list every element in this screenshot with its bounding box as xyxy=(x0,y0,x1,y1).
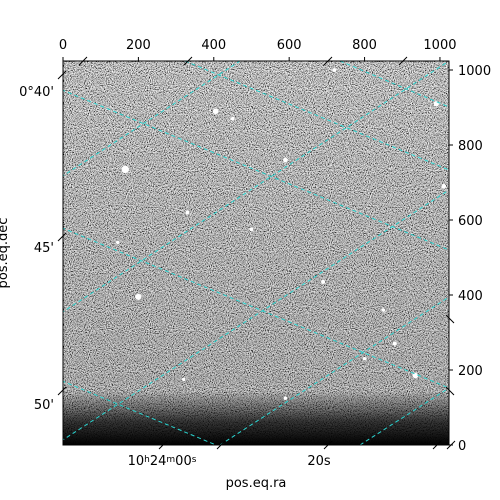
grid-line-3 xyxy=(219,296,449,445)
xlabel-world: pos.eq.ra xyxy=(226,476,287,491)
grid-line-9 xyxy=(339,61,449,108)
star-5 xyxy=(412,372,419,379)
right-tick-label-1000: 1000 xyxy=(458,64,491,79)
star-17 xyxy=(115,240,120,245)
star-2 xyxy=(230,116,235,121)
world-tick-7 xyxy=(158,440,168,450)
top-tick-label-800: 800 xyxy=(352,38,377,53)
top-tick-label-1000: 1000 xyxy=(423,38,456,53)
right-tick-label-400: 400 xyxy=(458,289,483,304)
grid-line-6 xyxy=(63,89,449,251)
star-1 xyxy=(212,108,219,115)
star-7 xyxy=(321,279,326,284)
ra-tick-label-0: 10h24m00s xyxy=(128,454,197,469)
sky-image xyxy=(63,61,449,445)
right-tick-label-200: 200 xyxy=(458,364,483,379)
star-sources xyxy=(115,68,447,400)
star-6 xyxy=(392,341,397,346)
grid-line-1 xyxy=(63,61,449,313)
grid-line-5 xyxy=(184,61,449,171)
grid-line-4 xyxy=(359,387,449,445)
world-tick-9 xyxy=(323,440,333,450)
dec-tick-label-0: 0°40' xyxy=(19,85,54,100)
world-tick-11 xyxy=(183,56,193,66)
right-tick-label-600: 600 xyxy=(458,214,483,229)
star-13 xyxy=(441,183,447,189)
star-8 xyxy=(249,227,254,232)
world-tick-4 xyxy=(446,440,456,450)
star-11 xyxy=(332,68,337,72)
pixel-axis-ticks: 0 200 400 600 800 1000 0 200 400 600 800 1000 xyxy=(59,38,491,454)
right-tick-label-800: 800 xyxy=(458,139,483,154)
grid-line-0 xyxy=(63,61,241,177)
grid-line-8 xyxy=(63,380,218,445)
world-tick-5 xyxy=(445,314,455,324)
world-tick-3 xyxy=(432,440,442,450)
star-14 xyxy=(283,396,288,400)
top-tick-label-600: 600 xyxy=(277,38,302,53)
grid-line-2 xyxy=(63,189,449,441)
dec-tick-label-1: 45' xyxy=(34,241,54,256)
star-4 xyxy=(135,293,142,300)
top-tick-label-0: 0 xyxy=(59,38,67,53)
ylabel-world: pos.eq.dec xyxy=(0,218,11,289)
coordinate-grid xyxy=(63,61,449,445)
world-tick-0 xyxy=(57,70,67,80)
top-tick-label-200: 200 xyxy=(126,38,151,53)
world-tick-8 xyxy=(216,440,226,450)
plot-frame xyxy=(62,60,450,446)
star-16 xyxy=(181,377,186,382)
world-tick-10 xyxy=(78,56,88,66)
world-tick-13 xyxy=(398,56,408,66)
world-tick-1 xyxy=(57,232,67,242)
world-tick-12 xyxy=(323,56,333,66)
world-tick-2 xyxy=(57,386,67,396)
star-3 xyxy=(283,157,288,163)
star-10 xyxy=(185,210,190,215)
dec-tick-label-2: 50' xyxy=(34,398,54,413)
world-tick-6 xyxy=(445,386,455,396)
star-15 xyxy=(381,308,386,312)
star-12 xyxy=(362,356,367,361)
ra-tick-label-plain-0: 20s xyxy=(307,454,331,469)
world-axis-ticks: 0°40' 45' 50' 10h24m00s 20s xyxy=(19,56,456,469)
grid-line-7 xyxy=(63,227,449,389)
top-tick-label-400: 400 xyxy=(201,38,226,53)
right-tick-label-0: 0 xyxy=(458,439,466,454)
star-0 xyxy=(121,165,129,174)
